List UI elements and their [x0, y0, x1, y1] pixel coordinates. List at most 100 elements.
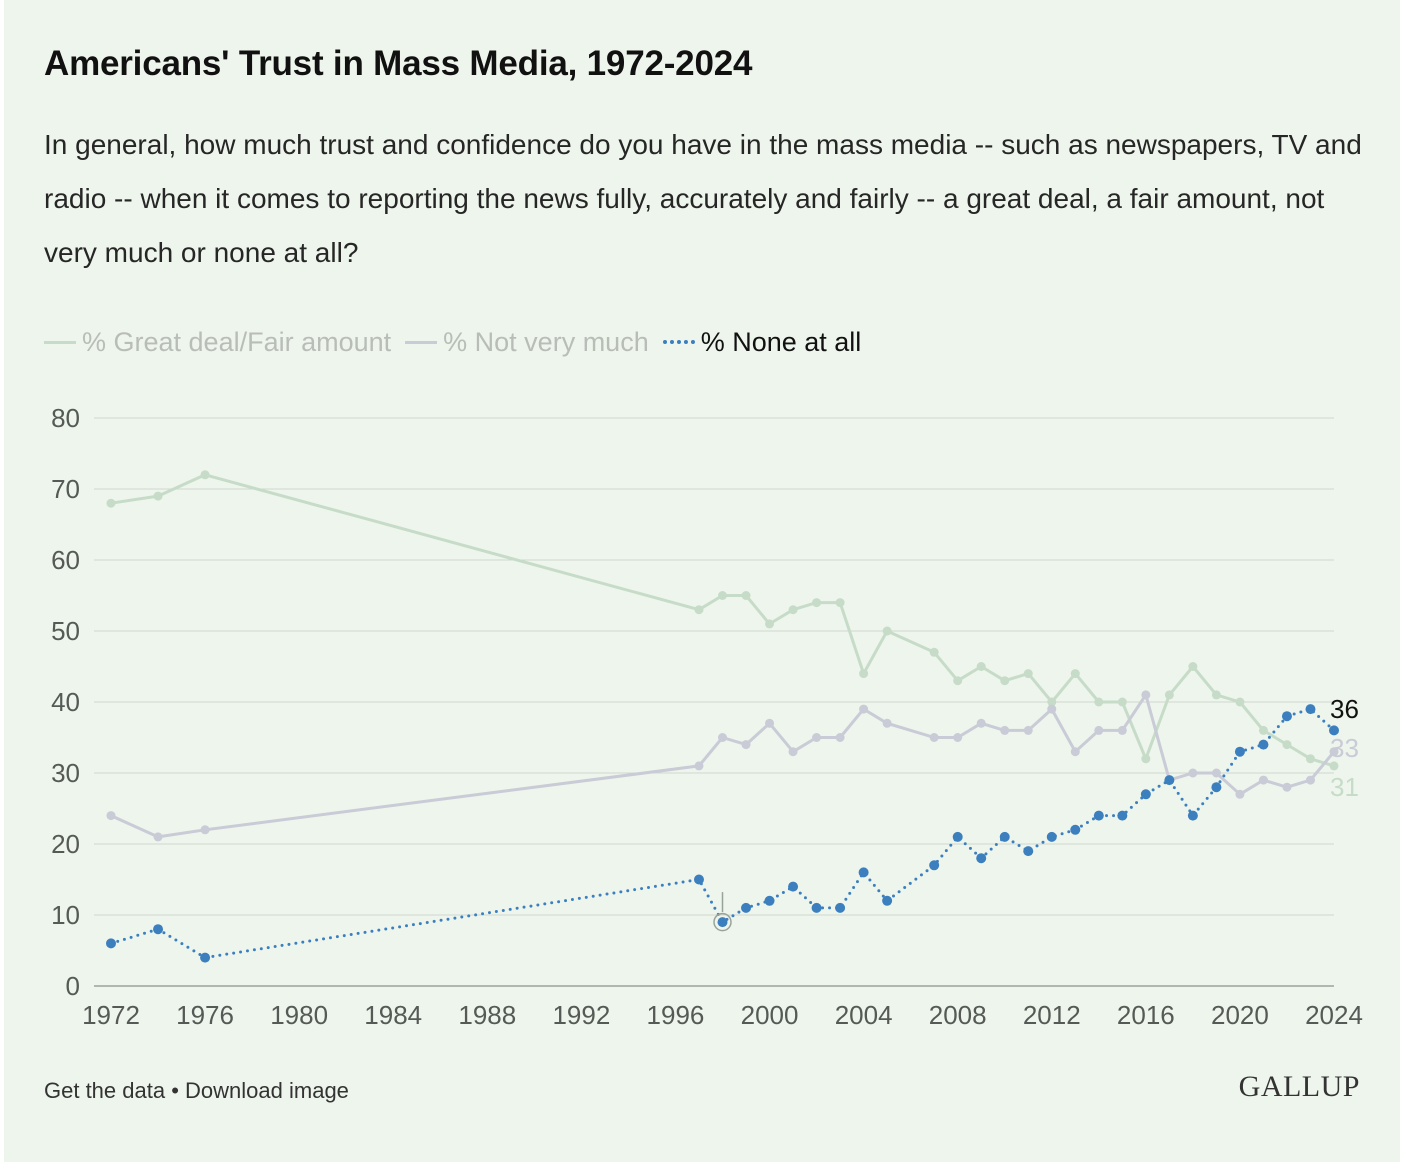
data-point-great-deal-fair-amount-1998 — [718, 591, 727, 600]
legend-label-none-at-all: % None at all — [700, 326, 862, 357]
legend-swatch-not-very-much — [405, 340, 438, 344]
data-point-great-deal-fair-amount-2001 — [788, 605, 798, 615]
y-tick-label-10: 10 — [51, 900, 80, 930]
data-point-none-at-all-2015 — [1117, 810, 1128, 821]
data-point-great-deal-fair-amount-1972 — [106, 498, 116, 508]
y-tick-label-30: 30 — [51, 758, 80, 788]
data-point-none-at-all-2021 — [1258, 739, 1269, 750]
data-point-not-very-much-2002 — [812, 733, 822, 742]
data-point-great-deal-fair-amount-2010 — [1000, 676, 1010, 686]
y-tick-label-0: 0 — [66, 971, 80, 1001]
data-point-not-very-much-2000 — [765, 718, 775, 728]
chart-subtitle: In general, how much trust and confidenc… — [44, 129, 1362, 268]
data-point-great-deal-fair-amount-2014 — [1094, 697, 1104, 707]
x-tick-label-2024: 2024 — [1305, 1000, 1363, 1030]
x-tick-label-2020: 2020 — [1211, 1000, 1269, 1030]
y-tick-label-60: 60 — [51, 545, 80, 575]
x-tick-label-1988: 1988 — [458, 1000, 516, 1030]
data-point-great-deal-fair-amount-2015 — [1117, 697, 1127, 707]
data-point-none-at-all-2009 — [976, 853, 987, 864]
data-point-great-deal-fair-amount-2020 — [1235, 697, 1245, 707]
data-point-not-very-much-1972 — [106, 811, 116, 821]
x-tick-label-2000: 2000 — [741, 1000, 799, 1030]
data-point-none-at-all-2008 — [952, 831, 963, 842]
series-line-not-very-much — [109, 693, 1336, 839]
data-point-great-deal-fair-amount-2013 — [1070, 669, 1080, 679]
data-point-not-very-much-2011 — [1023, 725, 1033, 735]
data-point-not-very-much-1999 — [741, 740, 751, 750]
x-tick-label-1992: 1992 — [552, 1000, 610, 1030]
x-tick-label-1972: 1972 — [82, 1000, 140, 1030]
data-point-not-very-much-2015 — [1117, 725, 1127, 735]
data-point-none-at-all-1997 — [693, 874, 704, 885]
data-point-none-at-all-2010 — [999, 831, 1010, 842]
data-point-none-at-all-2004 — [858, 867, 869, 878]
data-point-great-deal-fair-amount-1976 — [200, 470, 210, 480]
chart-title: Americans' Trust in Mass Media, 1972-202… — [44, 44, 753, 83]
data-point-not-very-much-2005 — [882, 718, 892, 728]
data-point-not-very-much-2022 — [1282, 782, 1292, 792]
data-point-not-very-much-1997 — [694, 761, 704, 771]
data-point-none-at-all-2019 — [1211, 782, 1222, 793]
legend-item-none-at-all[interactable]: % None at all — [662, 326, 862, 358]
legend-item-not-very-much[interactable]: % Not very much — [405, 327, 649, 358]
y-tick-label-40: 40 — [51, 687, 80, 717]
gallup-logo: GALLUP — [1238, 1070, 1360, 1103]
data-point-great-deal-fair-amount-2008 — [953, 676, 963, 686]
data-point-not-very-much-2019 — [1211, 768, 1221, 778]
y-tick-label-80: 80 — [51, 403, 80, 433]
data-point-none-at-all-2001 — [788, 881, 799, 892]
x-tick-label-1980: 1980 — [270, 1000, 328, 1030]
data-point-none-at-all-2023 — [1305, 704, 1316, 715]
data-point-none-at-all-2007 — [929, 860, 940, 871]
data-point-not-very-much-2014 — [1094, 725, 1104, 735]
data-point-great-deal-fair-amount-2007 — [929, 647, 939, 657]
end-label-great-deal-fair-amount: 31 — [1330, 772, 1359, 802]
data-point-not-very-much-2009 — [976, 718, 986, 728]
line-chart: 0 10 20 30 40 50 60 70 80 1972 1976 1980 1984 1988 199… — [51, 403, 1363, 1030]
data-point-not-very-much-2020 — [1235, 789, 1245, 799]
data-point-not-very-much-1976 — [200, 825, 210, 835]
data-point-none-at-all-2012 — [1046, 831, 1057, 842]
data-point-not-very-much-2021 — [1258, 775, 1268, 785]
x-tick-label-1984: 1984 — [364, 1000, 422, 1030]
data-point-none-at-all-2002 — [811, 902, 822, 913]
end-label-not-very-much: 33 — [1330, 733, 1359, 763]
data-point-not-very-much-2004 — [859, 704, 869, 714]
get-the-data-link[interactable]: Get the data — [44, 1078, 166, 1103]
legend-swatch-none-at-all — [662, 340, 695, 344]
legend-swatch-great-deal — [44, 340, 76, 344]
data-point-none-at-all-2017 — [1164, 775, 1175, 786]
data-point-none-at-all-2018 — [1187, 810, 1198, 821]
chart-card: Americans' Trust in Mass Media, 1972-202… — [4, 0, 1400, 1162]
data-point-great-deal-fair-amount-2021 — [1258, 725, 1268, 735]
data-point-not-very-much-1998 — [718, 733, 727, 742]
x-tick-label-1996: 1996 — [647, 1000, 705, 1030]
data-point-great-deal-fair-amount-1999 — [741, 591, 751, 600]
data-point-none-at-all-2014 — [1093, 810, 1104, 821]
data-point-none-at-all-1998 — [717, 917, 728, 928]
data-point-none-at-all-1976 — [200, 952, 211, 963]
data-point-not-very-much-2010 — [1000, 725, 1010, 735]
data-point-great-deal-fair-amount-2000 — [765, 619, 775, 629]
data-point-none-at-all-2005 — [882, 895, 893, 906]
y-tick-label-20: 20 — [51, 829, 80, 859]
legend-item-great-deal[interactable]: % Great deal/Fair amount — [44, 327, 391, 358]
data-point-none-at-all-1972 — [106, 938, 116, 949]
x-tick-label-2008: 2008 — [929, 1000, 987, 1030]
footer-links: Get the data • Download image — [44, 1078, 349, 1104]
y-tick-label-50: 50 — [51, 616, 80, 646]
download-image-link[interactable]: Download image — [185, 1078, 349, 1103]
data-point-great-deal-fair-amount-2004 — [859, 669, 869, 679]
data-point-great-deal-fair-amount-2003 — [835, 598, 845, 608]
data-point-great-deal-fair-amount-2002 — [812, 598, 822, 608]
data-point-great-deal-fair-amount-2018 — [1188, 662, 1198, 671]
legend-label-not-very-much: % Not very much — [443, 326, 649, 357]
data-point-great-deal-fair-amount-2023 — [1305, 754, 1315, 764]
data-point-none-at-all-2022 — [1281, 711, 1292, 722]
data-point-great-deal-fair-amount-1997 — [694, 605, 704, 615]
data-point-great-deal-fair-amount-2019 — [1211, 690, 1221, 700]
annotation-ring-1998 — [713, 912, 732, 932]
data-point-none-at-all-2011 — [1023, 846, 1034, 857]
data-point-not-very-much-1974 — [153, 832, 163, 842]
